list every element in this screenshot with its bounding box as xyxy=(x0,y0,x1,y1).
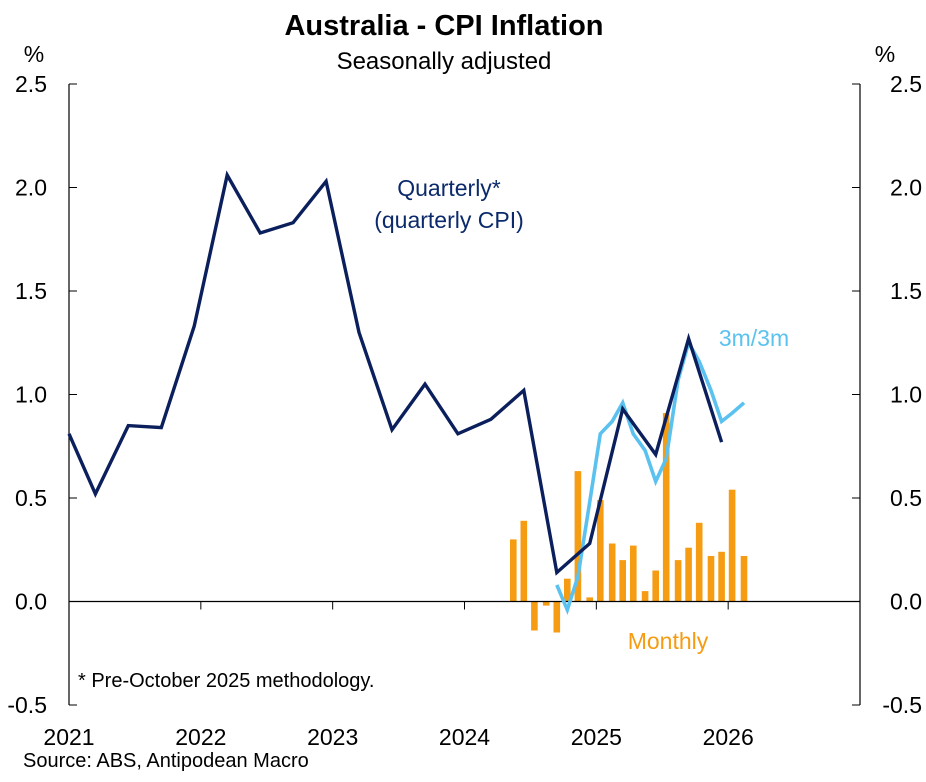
right-y-tick-label: 1.0 xyxy=(890,382,922,408)
right-y-tick-label: -0.5 xyxy=(882,692,922,718)
x-tick-label: 2026 xyxy=(703,724,754,750)
monthly-bar-19 xyxy=(707,556,715,602)
series-lines xyxy=(67,170,746,615)
monthly-bar-21 xyxy=(728,489,736,602)
monthly-bar-4 xyxy=(542,601,550,606)
chart-subtitle: Seasonally adjusted xyxy=(337,48,552,75)
monthly-series-label: Monthly xyxy=(628,628,709,654)
monthly-bar-17 xyxy=(685,547,692,602)
monthly-bars xyxy=(510,413,748,633)
right-y-tick-label: 2.0 xyxy=(890,175,922,201)
methodology-footnote: * Pre-October 2025 methodology. xyxy=(78,670,374,692)
x-tick-label: 2023 xyxy=(307,724,358,750)
x-tick-label: 2025 xyxy=(571,724,622,750)
source-note: Source: ABS, Antipodean Macro xyxy=(23,750,309,772)
quarterly-series-label: Quarterly* xyxy=(397,175,501,201)
monthly-bar-1 xyxy=(510,539,517,602)
x-tick-label: 2021 xyxy=(43,724,94,750)
left-y-tick-label: 0.5 xyxy=(15,485,47,511)
left-y-tick-label: 0.0 xyxy=(15,589,47,615)
monthly-bar-10 xyxy=(608,543,616,602)
3m3m-series-label: 3m/3m xyxy=(719,325,789,351)
right-y-tick-label: 2.5 xyxy=(890,71,922,97)
monthly-bar-5 xyxy=(553,601,561,633)
monthly-bar-12 xyxy=(630,545,637,602)
tick-labels: -0.5 -0.5 0.0 0.0 0.5 0.5 1.0 1.0 1.5 1.5 2.0 2.0 2.… xyxy=(7,71,922,750)
monthly-bar-20 xyxy=(718,551,725,602)
3m3m-line xyxy=(555,338,746,615)
axes xyxy=(68,83,861,706)
chart-title: Australia - CPI Inflation xyxy=(284,10,603,42)
x-tick-label: 2022 xyxy=(175,724,226,750)
left-y-tick-label: 2.5 xyxy=(15,71,47,97)
monthly-bar-7 xyxy=(574,471,582,602)
monthly-bar-9 xyxy=(597,500,604,602)
monthly-bar-11 xyxy=(619,560,626,602)
monthly-bar-8 xyxy=(586,597,593,602)
x-tick-label: 2024 xyxy=(439,724,490,750)
left-y-tick-label: 1.5 xyxy=(15,278,47,304)
monthly-bar-2 xyxy=(520,520,528,602)
left-y-tick-label: -0.5 xyxy=(7,692,47,718)
monthly-bar-16 xyxy=(674,560,682,602)
left-axis-unit: % xyxy=(24,41,44,67)
right-y-tick-label: 0.0 xyxy=(890,589,922,615)
monthly-bar-13 xyxy=(641,591,649,602)
monthly-bar-6 xyxy=(564,578,571,602)
monthly-bar-15 xyxy=(662,413,670,602)
monthly-bar-18 xyxy=(695,522,703,602)
monthly-bar-3 xyxy=(531,601,538,631)
monthly-bar-14 xyxy=(652,570,659,602)
quarterly-series-sublabel: (quarterly CPI) xyxy=(374,207,524,233)
quarterly-line xyxy=(67,170,724,576)
monthly-bar-22 xyxy=(740,556,748,602)
left-y-tick-label: 2.0 xyxy=(15,175,47,201)
right-y-tick-label: 1.5 xyxy=(890,278,922,304)
left-y-tick-label: 1.0 xyxy=(15,382,47,408)
right-axis-unit: % xyxy=(875,41,895,67)
right-y-tick-label: 0.5 xyxy=(890,485,922,511)
